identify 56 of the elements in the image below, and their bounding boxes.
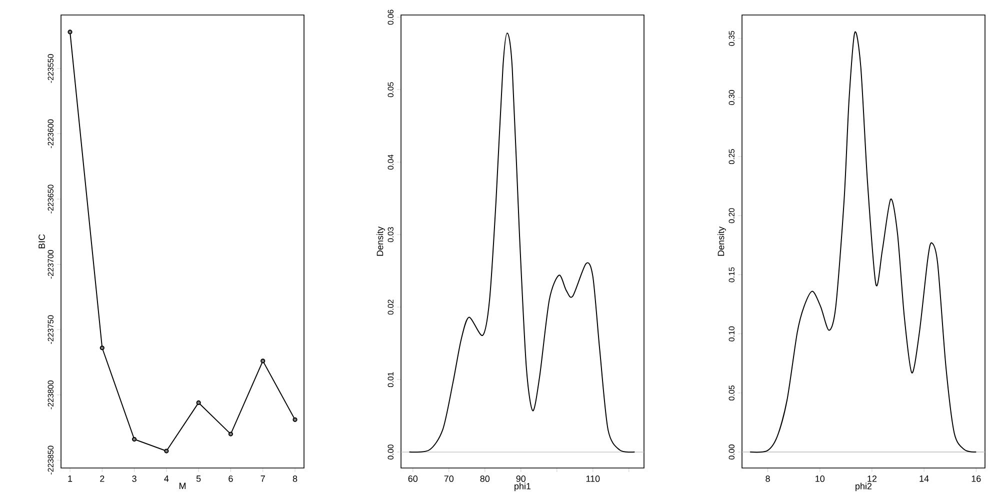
point: [196, 400, 201, 406]
y-tick-label: 0.35: [728, 30, 734, 46]
y-tick-label: 0.00: [388, 444, 394, 460]
y-tick-label: 0.00: [728, 444, 734, 460]
y-tick-label: 0.30: [728, 90, 734, 105]
y-tick-label: 0.01: [388, 372, 394, 388]
y-tick-label: 0.02: [388, 300, 394, 315]
y-axis-title: Density: [718, 226, 726, 256]
point: [164, 448, 169, 454]
x-axis-title: phi2: [856, 482, 872, 492]
y-tick-label: 0.03: [388, 227, 394, 242]
x-tick-label: 16: [972, 476, 981, 482]
y-tick-label: -223700: [48, 250, 54, 279]
y-tick-label: -223800: [48, 380, 54, 410]
x-axis-title: phi1: [514, 482, 531, 492]
point: [68, 30, 72, 34]
x-tick-label: 8: [766, 476, 770, 482]
point: [132, 436, 137, 442]
x-tick-label: 7: [260, 476, 265, 482]
y-tick-label: 0.05: [388, 82, 394, 98]
x-tick-label: 80: [480, 476, 490, 482]
x-tick-label: 60: [408, 476, 418, 482]
y-axis-title: Density: [376, 226, 385, 256]
x-tick-label: 90: [516, 476, 526, 482]
x-tick-label: 8: [292, 476, 298, 482]
y-tick-label: -223550: [48, 54, 54, 83]
y-tick-label: 0.06: [388, 10, 394, 25]
point: [292, 417, 298, 422]
x-tick-label: 70: [444, 476, 454, 482]
point: [260, 358, 266, 364]
y-tick-label: 0.10: [728, 326, 734, 342]
y-tick-label: -223750: [48, 315, 54, 344]
line-series: [408, 32, 636, 453]
y-axis-title: BIC: [38, 234, 45, 248]
x-tick-label: 1: [68, 476, 72, 482]
x-tick-label: 2: [100, 476, 104, 482]
x-tick-label: 5: [196, 476, 201, 482]
y-tick-label: 0.04: [388, 154, 394, 170]
x-tick-label: 110: [586, 476, 600, 482]
x-tick-label: 6: [228, 476, 233, 482]
point: [100, 346, 104, 350]
x-tick-label: 10: [816, 476, 825, 482]
y-tick-label: 0.15: [728, 267, 734, 282]
x-tick-label: 4: [164, 476, 169, 482]
y-tick-label: 0.05: [728, 385, 734, 400]
x-axis-title: M: [180, 482, 186, 489]
y-tick-label: 0.20: [728, 208, 734, 224]
x-tick-label: 3: [132, 476, 136, 482]
y-tick-label: -223650: [48, 184, 54, 214]
y-tick-label: -223600: [48, 119, 54, 148]
point: [228, 432, 234, 436]
line-series: [750, 32, 977, 453]
x-tick-label: 14: [920, 476, 929, 482]
y-tick-label: 0.25: [728, 149, 734, 164]
x-tick-label: 12: [868, 476, 877, 482]
y-tick-label: -223850: [48, 446, 54, 474]
